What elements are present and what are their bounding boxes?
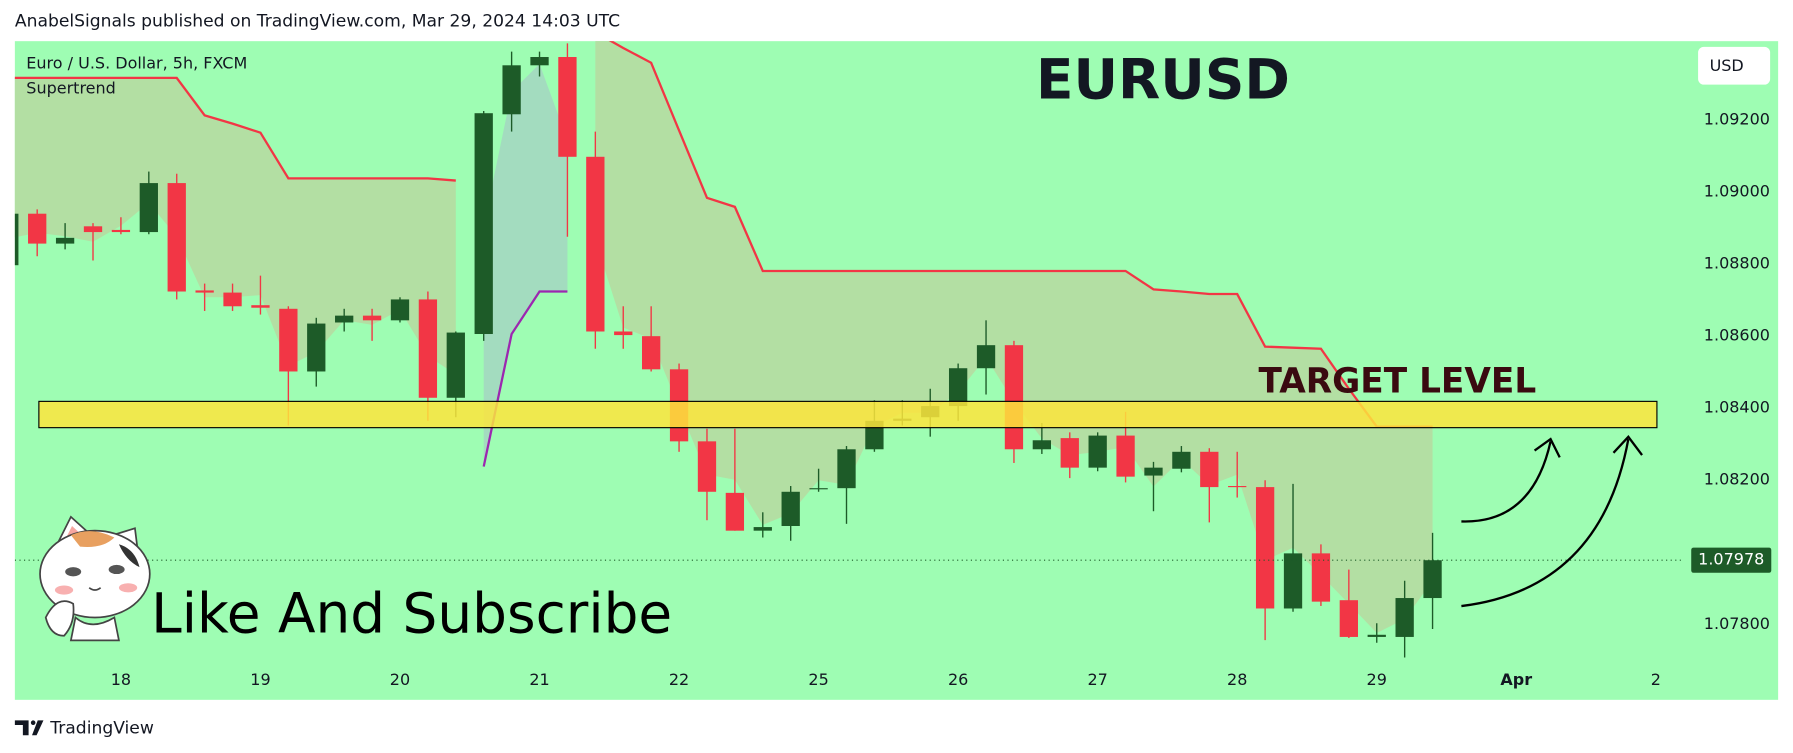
arrow [1461, 441, 1552, 523]
candle-body [530, 57, 549, 66]
x-tick-label: 18 [111, 670, 131, 689]
cta-text: Like And Subscribe [151, 582, 672, 646]
candle-body [83, 226, 103, 233]
supertrend-line [14, 41, 1433, 428]
candle-body [307, 323, 326, 372]
target-label: TARGET LEVEL [1258, 362, 1536, 402]
candle-body [1144, 467, 1163, 476]
candle-body [335, 315, 354, 323]
cat-sticker [39, 515, 151, 642]
candle-body [1367, 634, 1386, 637]
y-tick-label: 1.08200 [1704, 470, 1770, 489]
arrow-head [1612, 435, 1643, 456]
candle-body [1200, 451, 1219, 488]
candle-body [642, 336, 661, 370]
chart-title: EURUSD [1036, 48, 1290, 112]
candle-body [167, 183, 186, 292]
x-tick-label: Apr [1500, 670, 1532, 689]
supertrend-fill [595, 41, 1433, 633]
y-tick-label: 1.08800 [1704, 254, 1770, 273]
x-tick-label: 26 [948, 670, 968, 689]
candle-body [55, 237, 75, 244]
y-tick-label: 1.09200 [1704, 110, 1770, 129]
candle-body [558, 57, 577, 157]
candle-body [195, 290, 214, 293]
plot [14, 41, 1681, 658]
candle-body [251, 305, 270, 308]
x-tick-label: 20 [390, 670, 410, 689]
price-badge-label: 1.07978 [1698, 550, 1764, 569]
candle-body [753, 527, 772, 531]
candle-body [1088, 435, 1107, 468]
symbol-legend: Euro / U.S. Dollar, 5h, FXCM [26, 54, 247, 73]
candle-body [418, 299, 438, 398]
arrow [1461, 438, 1630, 608]
candle-body [111, 229, 131, 233]
y-tick-label: 1.08600 [1704, 326, 1770, 345]
candle-body [809, 488, 828, 490]
y-tick-label: 1.08400 [1704, 398, 1770, 417]
candle-body [1283, 553, 1303, 609]
supertrend-line [482, 290, 568, 467]
candle-body [1255, 487, 1275, 609]
x-tick-label: 29 [1367, 670, 1387, 689]
x-tick-label: 28 [1227, 670, 1247, 689]
candle-body [28, 213, 47, 244]
currency-label[interactable]: USD [1710, 56, 1744, 75]
supertrend-fill [14, 77, 456, 375]
x-tick-label: 27 [1087, 670, 1107, 689]
y-tick-label: 1.09000 [1704, 182, 1770, 201]
arrows [1461, 435, 1643, 608]
x-tick-label: 19 [250, 670, 270, 689]
arrow-head [1533, 437, 1561, 458]
candle-body [1032, 440, 1052, 450]
candle-body [1004, 345, 1024, 450]
candle-body [586, 156, 605, 332]
candle-body [446, 332, 465, 398]
currency-button[interactable] [1698, 46, 1771, 85]
candle-body [279, 308, 298, 372]
candle-body [837, 449, 856, 489]
x-tick-label: 21 [529, 670, 549, 689]
x-tick-label: 25 [808, 670, 828, 689]
candle-body [362, 315, 382, 321]
candle-body [725, 492, 745, 531]
candle-body [502, 65, 521, 115]
candle-body [1228, 486, 1247, 488]
header: AnabelSignals published on TradingView.c… [15, 12, 620, 32]
candle-body [1311, 553, 1331, 602]
candle-body [697, 441, 717, 492]
x-tick-label: 22 [669, 670, 689, 689]
target-zone [38, 400, 1658, 429]
candle-body [948, 368, 968, 407]
axis-labels: 1.07800 1.08200 1.08400 1.08600 1.08800 1.090… [111, 110, 1770, 689]
candle-body [781, 491, 800, 526]
tv-logo [14, 720, 44, 736]
candle-body [474, 113, 493, 335]
candle-body [14, 213, 19, 266]
candle-body [1060, 438, 1079, 468]
candle-body [139, 183, 158, 233]
x-tick-label: 2 [1651, 670, 1661, 689]
candle-body [1339, 600, 1358, 637]
candle-body [1116, 435, 1135, 477]
footer: TradingView [49, 718, 154, 738]
candle-body [390, 299, 410, 321]
candle-body [614, 331, 633, 336]
candle-body [1423, 560, 1442, 599]
y-tick-label: 1.07800 [1704, 614, 1770, 633]
indicator-legend: Supertrend [26, 79, 116, 98]
candle-body [1172, 451, 1191, 469]
candle-body [976, 345, 996, 369]
candle-body [1395, 598, 1414, 637]
candle-body [223, 292, 242, 307]
price-badge [1691, 547, 1772, 573]
